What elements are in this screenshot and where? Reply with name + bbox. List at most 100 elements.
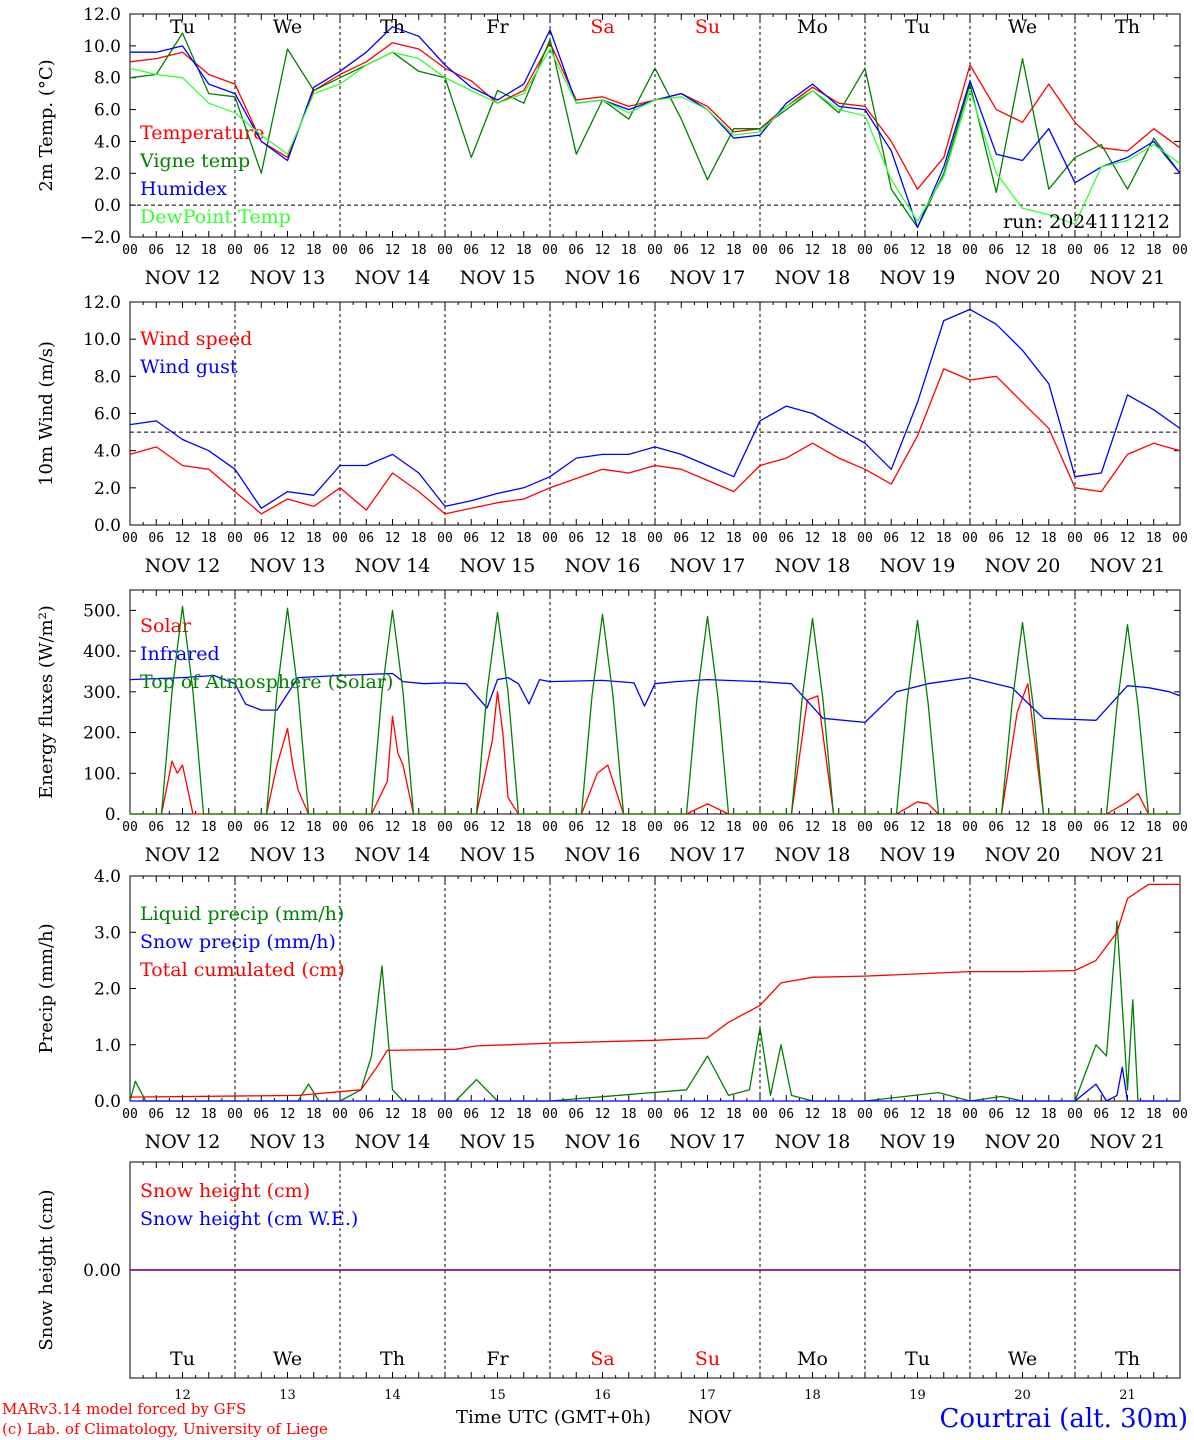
date-label: NOV 13	[250, 1131, 326, 1153]
hour-tick-label: 00	[962, 1107, 978, 1122]
date-label: NOV 18	[775, 555, 851, 577]
hour-tick-label: 00	[542, 243, 558, 258]
y-tick-label: 2.0	[94, 479, 121, 499]
hour-tick-label: 06	[988, 1107, 1004, 1122]
hour-tick-label: 00	[227, 531, 243, 546]
hour-tick-label: 18	[831, 1107, 847, 1122]
y-tick-label: 200.	[83, 724, 121, 744]
hour-tick-label: 00	[332, 820, 348, 835]
hour-tick-label: 12	[385, 820, 401, 835]
hour-tick-label: 00	[647, 820, 663, 835]
date-label: NOV 13	[250, 555, 326, 577]
hour-tick-label: 18	[516, 1107, 532, 1122]
y-tick-label: 12.0	[83, 293, 121, 313]
hour-tick-label: 00	[437, 243, 453, 258]
date-label: NOV 21	[1090, 267, 1166, 289]
date-label: NOV 16	[565, 555, 641, 577]
hour-tick-label: 12	[280, 531, 296, 546]
date-label: NOV 18	[775, 267, 851, 289]
y-tick-label: 1.0	[94, 1036, 121, 1056]
hour-tick-label: 06	[1093, 243, 1109, 258]
legend-entry: DewPoint Temp	[140, 206, 291, 228]
hour-tick-label: 12	[280, 1107, 296, 1122]
hour-tick-label: 18	[306, 1107, 322, 1122]
weekday-label: Su	[695, 1348, 720, 1370]
legend-entry: Wind gust	[140, 356, 238, 378]
legend-entry: Humidex	[140, 178, 227, 200]
hour-tick-label: 06	[1093, 1107, 1109, 1122]
hour-tick-label: 18	[1041, 820, 1057, 835]
hour-tick-label: 06	[148, 243, 164, 258]
y-tick-label: 10.0	[83, 330, 121, 350]
hour-tick-label: 00	[752, 531, 768, 546]
hour-tick-label: 06	[463, 820, 479, 835]
hour-tick-label: 12	[595, 820, 611, 835]
date-label: NOV 21	[1090, 1131, 1166, 1153]
date-label: NOV 14	[355, 844, 431, 866]
hour-tick-label: 06	[568, 1107, 584, 1122]
hour-tick-label: 00	[1067, 1107, 1083, 1122]
weekday-label: We	[273, 16, 302, 38]
hour-tick-label: 18	[726, 243, 742, 258]
hour-tick-label: 18	[1041, 531, 1057, 546]
hour-tick-label: 12	[385, 531, 401, 546]
hour-tick-label: 12	[490, 1107, 506, 1122]
hour-tick-label: 18	[936, 531, 952, 546]
y-tick-label: 8.0	[94, 367, 121, 387]
hour-tick-label: 18	[936, 1107, 952, 1122]
hour-tick-label: 18	[831, 243, 847, 258]
hour-tick-label: 06	[778, 531, 794, 546]
hour-tick-label: 00	[122, 820, 138, 835]
day-number-label: 14	[384, 1388, 401, 1403]
hour-tick-label: 18	[1041, 243, 1057, 258]
hour-tick-label: 12	[1120, 1107, 1136, 1122]
hour-tick-label: 12	[910, 243, 926, 258]
hour-tick-label: 18	[1146, 820, 1162, 835]
series-line	[129, 883, 1180, 1098]
model-credit: MARv3.14 model forced by GFS	[2, 1400, 246, 1418]
hour-tick-label: 12	[700, 820, 716, 835]
hour-tick-label: 18	[411, 820, 427, 835]
weekday-label: Th	[1115, 1348, 1140, 1370]
hour-tick-label: 12	[805, 1107, 821, 1122]
hour-tick-label: 00	[1172, 531, 1188, 546]
date-label: NOV 20	[985, 267, 1061, 289]
y-axis-label: Precip (mm/h)	[36, 923, 57, 1053]
hour-tick-label: 12	[385, 243, 401, 258]
date-label: NOV 19	[880, 555, 956, 577]
hour-tick-label: 18	[831, 820, 847, 835]
hour-tick-label: 06	[988, 531, 1004, 546]
hour-tick-label: 12	[1120, 820, 1136, 835]
hour-tick-label: 06	[673, 243, 689, 258]
hour-tick-label: 06	[568, 243, 584, 258]
hour-tick-label: 12	[805, 531, 821, 546]
copyright: (c) Lab. of Climatology, University of L…	[2, 1420, 328, 1438]
date-label: NOV 14	[355, 555, 431, 577]
series-line	[129, 308, 1181, 509]
hour-tick-label: 06	[463, 1107, 479, 1122]
y-tick-label: 10.0	[83, 37, 121, 57]
hour-tick-label: 00	[227, 1107, 243, 1122]
y-axis-label: Snow height (cm)	[36, 1189, 57, 1350]
hour-tick-label: 06	[358, 1107, 374, 1122]
hour-tick-label: 12	[490, 820, 506, 835]
series-line	[129, 368, 1181, 515]
hour-tick-label: 18	[621, 1107, 637, 1122]
hour-tick-label: 00	[542, 531, 558, 546]
legend-entry: Total cumulated (cm)	[140, 959, 345, 981]
hour-tick-label: 18	[726, 1107, 742, 1122]
date-label: NOV 19	[880, 267, 956, 289]
hour-tick-label: 06	[883, 1107, 899, 1122]
hour-tick-label: 06	[673, 1107, 689, 1122]
hour-tick-label: 18	[726, 531, 742, 546]
legend-entry: Temperature	[140, 122, 264, 144]
date-label: NOV 17	[670, 267, 746, 289]
hour-tick-label: 12	[595, 243, 611, 258]
hour-tick-label: 06	[568, 531, 584, 546]
legend-entry: Wind speed	[140, 328, 252, 350]
hour-tick-label: 00	[542, 1107, 558, 1122]
hour-tick-label: 00	[437, 1107, 453, 1122]
date-label: NOV 21	[1090, 555, 1166, 577]
day-number-label: 19	[909, 1388, 926, 1403]
y-axis-label: 10m Wind (m/s)	[36, 341, 57, 486]
